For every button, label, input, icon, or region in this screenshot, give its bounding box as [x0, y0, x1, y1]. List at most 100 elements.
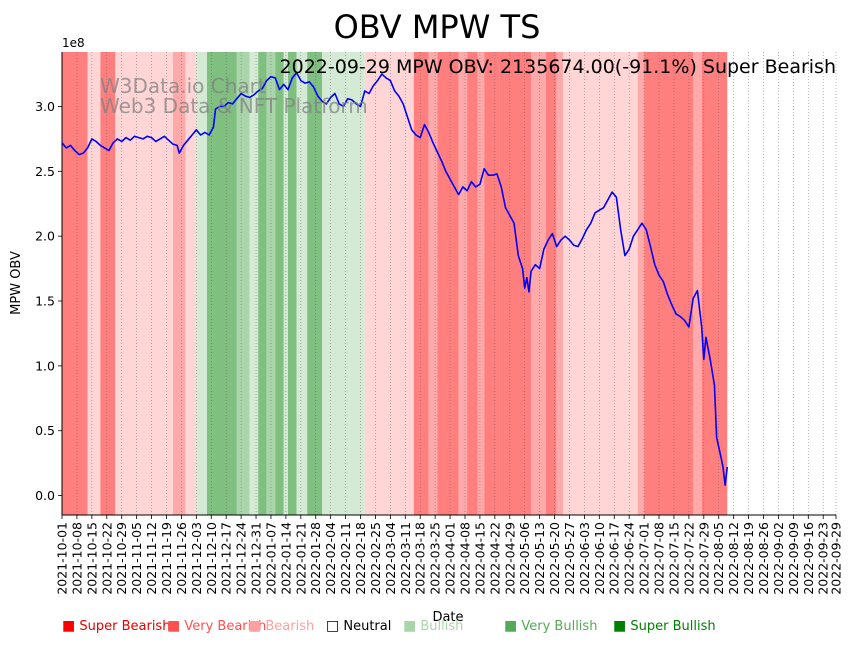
- x-tick-label: 2022-01-21: [293, 522, 308, 595]
- x-tick-label: 2022-08-05: [711, 522, 726, 595]
- x-tick-label: 2022-03-11: [398, 522, 413, 595]
- sentiment-regions: [62, 52, 728, 515]
- x-tick-label: 2021-10-01: [55, 522, 70, 595]
- sentiment-region-super-bearish: [644, 52, 694, 515]
- x-tick-label: 2022-01-14: [278, 522, 293, 595]
- obv-series-line: [61, 71, 729, 486]
- x-tick-label: 2022-09-29: [829, 522, 844, 595]
- x-tick-label: 2021-12-17: [219, 522, 234, 595]
- legend-square-icon: ■: [613, 618, 627, 634]
- sentiment-region-bearish: [364, 52, 414, 515]
- sentiment-region-very-bullish: [236, 52, 250, 515]
- sentiment-region-bearish: [115, 52, 173, 515]
- y-tick-label: 1.0: [35, 358, 55, 373]
- axes: [61, 52, 836, 516]
- legend-square-icon: ■: [62, 618, 76, 634]
- y-scale-label: 1e8: [62, 36, 85, 50]
- x-tick-label: 2022-08-26: [756, 522, 771, 595]
- x-tick-label: 2022-02-25: [368, 522, 383, 595]
- x-tick-label: 2022-03-04: [383, 522, 398, 595]
- legend-label: Super Bearish: [79, 619, 171, 634]
- x-tick-label: 2022-06-03: [577, 522, 592, 595]
- x-axis-ticks: 2021-10-01 2021-10-08 2021-10-15 2021-10-22…: [55, 515, 844, 595]
- x-tick-label: 2022-07-15: [666, 522, 681, 595]
- y-axis-ticks: 0.0 0.5 1.0 1.5 2.0 2.5 3.0: [35, 99, 62, 503]
- x-tick-label: 2021-10-22: [99, 522, 114, 595]
- x-tick-label: 2022-02-18: [353, 522, 368, 595]
- x-tick-label: 2021-12-24: [234, 522, 249, 595]
- sentiment-region-bearish: [87, 52, 101, 515]
- x-tick-label: 2022-04-29: [502, 522, 517, 595]
- x-tick-label: 2021-10-15: [84, 522, 99, 595]
- x-tick-label: 2022-05-06: [517, 522, 532, 595]
- x-tick-label: 2022-03-18: [413, 522, 428, 595]
- y-tick-label: 0.0: [35, 488, 55, 503]
- x-tick-label: 2022-06-24: [622, 522, 637, 595]
- x-tick-label: 2022-04-15: [472, 522, 487, 595]
- sentiment-region-very-bearish: [531, 52, 547, 515]
- x-tick-label: 2022-07-01: [637, 522, 652, 595]
- x-tick-label: 2022-09-02: [771, 522, 786, 595]
- y-tick-label: 2.5: [35, 164, 55, 179]
- sentiment-region-super-bullish: [307, 52, 323, 515]
- sentiment-region-very-bearish: [693, 52, 702, 515]
- x-tick-label: 2022-01-07: [263, 522, 278, 595]
- chart-title: OBV MPW TS: [334, 8, 541, 46]
- x-tick-label: 2022-02-04: [323, 522, 338, 595]
- legend-label: Very Bearish: [184, 619, 267, 634]
- legend-item-bullish: ■ Bullish: [403, 618, 463, 634]
- sentiment-region-bearish: [185, 52, 197, 515]
- y-tick-label: 1.5: [35, 294, 55, 309]
- x-tick-label: 2022-05-20: [547, 522, 562, 595]
- series-layer: [61, 71, 729, 486]
- sentiment-region-super-bullish: [275, 52, 284, 515]
- x-tick-label: 2022-04-08: [457, 522, 472, 595]
- x-tick-label: 2022-09-09: [786, 522, 801, 595]
- watermark-line-1: W3Data.io Chart: [100, 74, 266, 98]
- sentiment-region-bearish: [563, 52, 638, 515]
- x-tick-label: 2022-09-23: [816, 522, 831, 595]
- legend-label: Bearish: [265, 619, 315, 634]
- legend-label: Bullish: [420, 619, 464, 634]
- x-tick-label: 2021-11-19: [159, 522, 174, 595]
- y-tick-label: 2.0: [35, 229, 55, 244]
- y-tick-label: 3.0: [35, 99, 55, 114]
- x-axis-label: Date: [432, 610, 463, 625]
- sentiment-region-super-bearish: [437, 52, 459, 515]
- sentiment-region-super-bearish: [701, 52, 728, 515]
- x-tick-label: 2021-11-12: [144, 522, 159, 595]
- legend-item-super-bearish: ■ Super Bearish: [62, 618, 170, 634]
- legend-square-icon: ■: [403, 618, 417, 634]
- x-tick-label: 2021-12-31: [249, 522, 264, 595]
- x-tick-label: 2022-01-28: [308, 522, 323, 595]
- sentiment-region-bullish: [249, 52, 259, 515]
- x-tick-label: 2022-05-27: [562, 522, 577, 595]
- legend-square-icon: ■: [504, 618, 518, 634]
- x-tick-label: 2021-12-10: [204, 522, 219, 595]
- sentiment-region-very-bearish: [428, 52, 438, 515]
- x-tick-label: 2021-10-29: [114, 522, 129, 595]
- x-tick-label: 2022-06-17: [607, 522, 622, 595]
- sentiment-region-super-bearish: [467, 52, 478, 515]
- sentiment-region-very-bearish: [172, 52, 186, 515]
- sentiment-region-bullish: [196, 52, 207, 515]
- legend-label: Very Bullish: [521, 619, 598, 634]
- legend-item-neutral: □ Neutral: [326, 618, 391, 634]
- sentiment-region-super-bullish: [288, 52, 297, 515]
- x-tick-label: 2022-07-29: [696, 522, 711, 595]
- legend-item-bearish: ■ Bearish: [248, 618, 314, 634]
- sentiment-region-bullish: [296, 52, 308, 515]
- legend-square-icon: ■: [248, 618, 262, 634]
- sentiment-region-very-bearish: [477, 52, 485, 515]
- sentiment-region-super-bearish: [484, 52, 500, 515]
- sentiment-region-super-bullish: [258, 52, 267, 515]
- x-tick-label: 2021-11-26: [174, 522, 189, 595]
- legend-label: Super Bullish: [630, 619, 716, 634]
- vertical-gridlines: [61, 52, 837, 515]
- legend-square-icon: □: [326, 618, 340, 634]
- sentiment-region-bullish: [349, 52, 365, 515]
- watermark-line-2: Web3 Data & NFT Platform: [100, 94, 368, 118]
- sentiment-region-bullish: [322, 52, 350, 515]
- x-tick-label: 2022-08-19: [741, 522, 756, 595]
